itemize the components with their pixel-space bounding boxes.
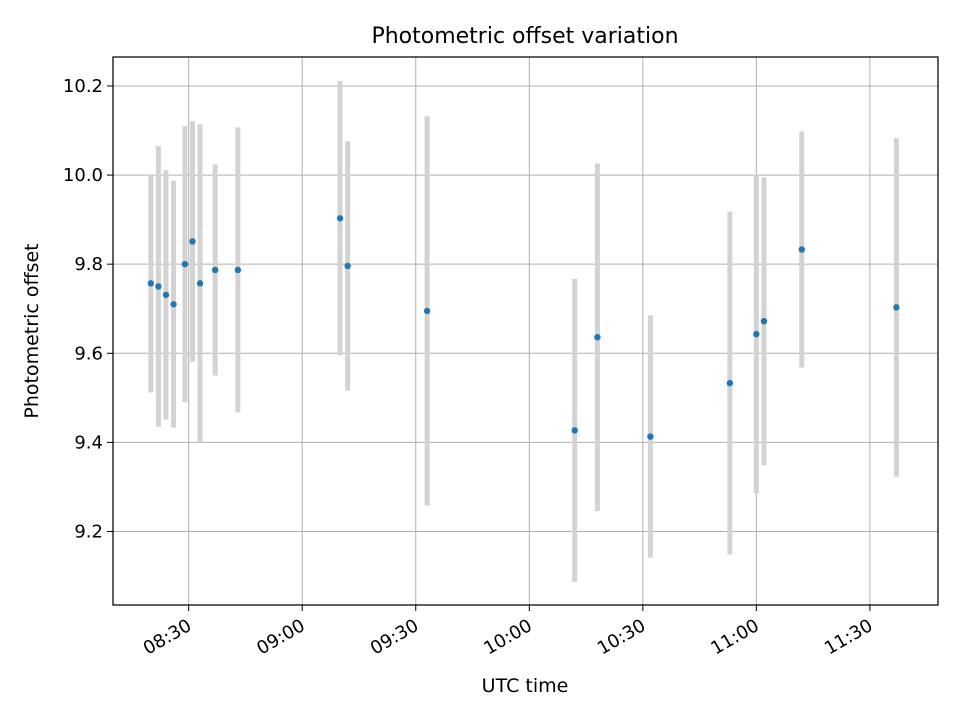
data-point bbox=[647, 433, 654, 440]
data-point bbox=[147, 280, 155, 287]
data-points bbox=[147, 215, 900, 440]
plot-frame bbox=[112, 56, 939, 606]
y-tick-label: 9.2 bbox=[74, 521, 103, 542]
data-point bbox=[571, 427, 578, 434]
y-axis: 9.2 9.4 9.6 9.8 10.0 10.2 bbox=[63, 76, 113, 542]
data-point bbox=[753, 330, 760, 338]
data-point bbox=[798, 246, 805, 253]
data-point bbox=[893, 304, 900, 311]
y-tick-label: 10.2 bbox=[63, 76, 103, 97]
data-point bbox=[344, 262, 351, 270]
data-point bbox=[211, 266, 219, 274]
y-tick-label: 10.0 bbox=[63, 165, 103, 186]
y-tick-label: 9.8 bbox=[74, 254, 103, 275]
data-point bbox=[162, 291, 170, 299]
x-axis-label: UTC time bbox=[482, 675, 569, 697]
y-tick-label: 9.6 bbox=[74, 343, 103, 364]
y-axis-label: Photometric offset bbox=[21, 243, 43, 418]
data-point bbox=[170, 301, 177, 308]
y-tick-label: 9.4 bbox=[74, 432, 103, 453]
data-point bbox=[196, 280, 204, 287]
data-point bbox=[234, 266, 242, 274]
data-point bbox=[181, 260, 189, 268]
data-point bbox=[594, 334, 601, 341]
data-point bbox=[726, 379, 734, 387]
data-point bbox=[423, 307, 431, 315]
data-point bbox=[760, 317, 768, 325]
data-point bbox=[155, 283, 162, 290]
data-point bbox=[336, 215, 344, 222]
data-point bbox=[189, 238, 196, 245]
chart-title: Photometric offset variation bbox=[371, 24, 678, 49]
